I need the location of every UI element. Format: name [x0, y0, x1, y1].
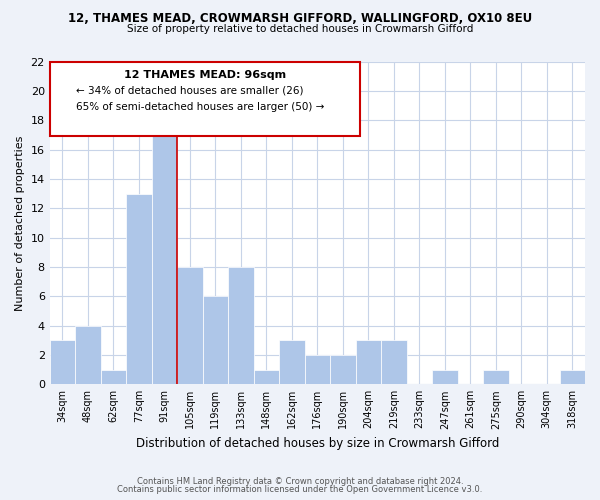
- Bar: [50, 340, 75, 384]
- Text: 12, THAMES MEAD, CROWMARSH GIFFORD, WALLINGFORD, OX10 8EU: 12, THAMES MEAD, CROWMARSH GIFFORD, WALL…: [68, 12, 532, 26]
- Bar: [254, 370, 279, 384]
- Text: Contains HM Land Registry data © Crown copyright and database right 2024.: Contains HM Land Registry data © Crown c…: [137, 477, 463, 486]
- Text: 65% of semi-detached houses are larger (50) →: 65% of semi-detached houses are larger (…: [76, 102, 325, 112]
- Bar: [152, 120, 177, 384]
- Text: Contains public sector information licensed under the Open Government Licence v3: Contains public sector information licen…: [118, 485, 482, 494]
- Bar: [126, 194, 152, 384]
- Bar: [228, 267, 254, 384]
- Bar: [432, 370, 458, 384]
- Bar: [381, 340, 407, 384]
- Bar: [279, 340, 305, 384]
- Text: 12 THAMES MEAD: 96sqm: 12 THAMES MEAD: 96sqm: [124, 70, 286, 80]
- Bar: [560, 370, 585, 384]
- Bar: [177, 267, 203, 384]
- Bar: [305, 355, 330, 384]
- Bar: [356, 340, 381, 384]
- Text: ← 34% of detached houses are smaller (26): ← 34% of detached houses are smaller (26…: [76, 86, 304, 96]
- Bar: [101, 370, 126, 384]
- Bar: [203, 296, 228, 384]
- X-axis label: Distribution of detached houses by size in Crowmarsh Gifford: Distribution of detached houses by size …: [136, 437, 499, 450]
- Text: Size of property relative to detached houses in Crowmarsh Gifford: Size of property relative to detached ho…: [127, 24, 473, 34]
- Y-axis label: Number of detached properties: Number of detached properties: [15, 135, 25, 310]
- Bar: [330, 355, 356, 384]
- FancyBboxPatch shape: [50, 62, 360, 136]
- Bar: [75, 326, 101, 384]
- Bar: [483, 370, 509, 384]
